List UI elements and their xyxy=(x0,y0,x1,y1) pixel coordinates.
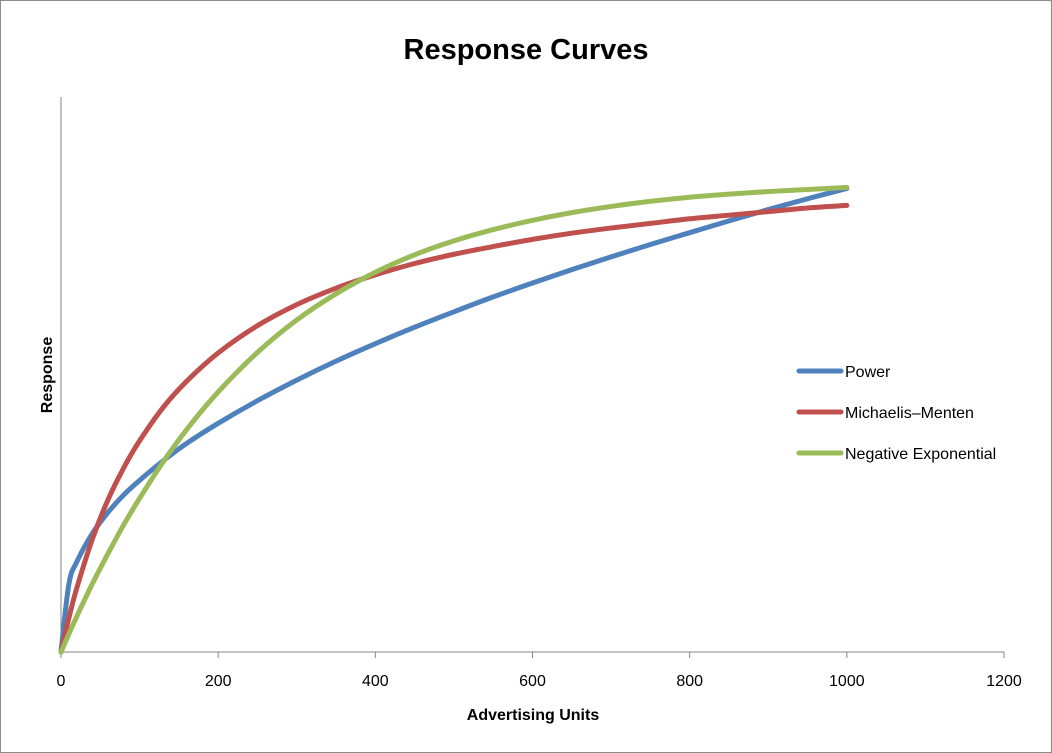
legend-item-power: Power xyxy=(796,364,891,381)
x-tick-label: 600 xyxy=(519,673,546,690)
x-tick-label: 0 xyxy=(57,673,66,690)
chart-title: Response Curves xyxy=(404,34,649,66)
legend-item-negative-exponential: Negative Exponential xyxy=(796,446,996,463)
y-axis-title: Response xyxy=(39,337,56,414)
plot-area: 0 200 400 600 800 1000 1200 xyxy=(57,97,1022,690)
legend-item-michaelis-menten: Michaelis–Menten xyxy=(796,405,974,422)
series-group xyxy=(58,184,850,655)
legend-label: Negative Exponential xyxy=(845,446,996,463)
x-tick-label: 1000 xyxy=(829,673,865,690)
x-tick-label: 200 xyxy=(205,673,232,690)
legend-label: Power xyxy=(845,364,891,381)
x-tick-label: 400 xyxy=(362,673,389,690)
x-tick-label: 1200 xyxy=(986,673,1022,690)
x-axis-ticks: 0 200 400 600 800 1000 1200 xyxy=(57,652,1022,690)
x-axis-title: Advertising Units xyxy=(467,707,600,724)
x-tick-label: 800 xyxy=(676,673,703,690)
series-line-power xyxy=(58,185,850,655)
series-line-negative-exponential xyxy=(58,184,850,655)
legend: Power Michaelis–Menten Negative Exponentia… xyxy=(796,364,996,463)
legend-label: Michaelis–Menten xyxy=(845,405,974,422)
series-line-michaelis-menten xyxy=(58,202,850,655)
